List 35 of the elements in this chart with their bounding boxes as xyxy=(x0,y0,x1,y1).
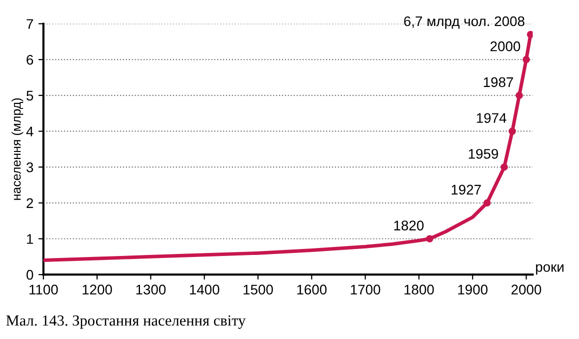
x-axis-title: роки xyxy=(536,264,564,275)
annotation: 6,7 млрд чол. 2008 xyxy=(404,16,524,29)
annotation: 1927 xyxy=(452,184,481,195)
x-tick-label: 1100 xyxy=(30,284,58,295)
x-tick-label: 1400 xyxy=(190,284,220,295)
point xyxy=(508,128,516,135)
y-tick-label: 1 xyxy=(27,234,34,244)
x-tick-label: 1200 xyxy=(82,284,112,295)
annotation: 1959 xyxy=(468,148,498,159)
x-tick-label: 1700 xyxy=(350,284,380,295)
text: Мал. 143. Зростання населення світу xyxy=(6,315,246,329)
x-tick-label: 2000 xyxy=(511,284,542,295)
y-tick-label: 2 xyxy=(26,198,34,208)
point xyxy=(522,56,530,64)
x-tick-label: 1800 xyxy=(404,284,434,295)
x-tick-label: 1300 xyxy=(136,284,166,295)
y-axis-title: населення (млрд) xyxy=(12,98,24,200)
annotation: 1820 xyxy=(394,220,424,230)
annotation: 1987 xyxy=(484,77,514,88)
x-tick-label: 1600 xyxy=(297,284,327,295)
annotation: 1974 xyxy=(476,113,506,123)
point xyxy=(500,163,508,171)
point xyxy=(516,92,523,100)
y-tick-label: 6 xyxy=(26,54,34,65)
y-tick-label: 0 xyxy=(26,270,34,280)
point xyxy=(483,199,491,207)
point xyxy=(526,30,533,38)
y-tick-label: 4 xyxy=(26,126,34,136)
y-tick-label: 3 xyxy=(26,162,34,172)
y-tick-label: 5 xyxy=(26,90,34,101)
point xyxy=(426,235,434,242)
x-tick-label: 1900 xyxy=(458,284,488,295)
annotation: 2000 xyxy=(490,41,520,52)
y-tick-label: 7 xyxy=(26,19,34,29)
x-tick-label: 1500 xyxy=(244,284,273,295)
